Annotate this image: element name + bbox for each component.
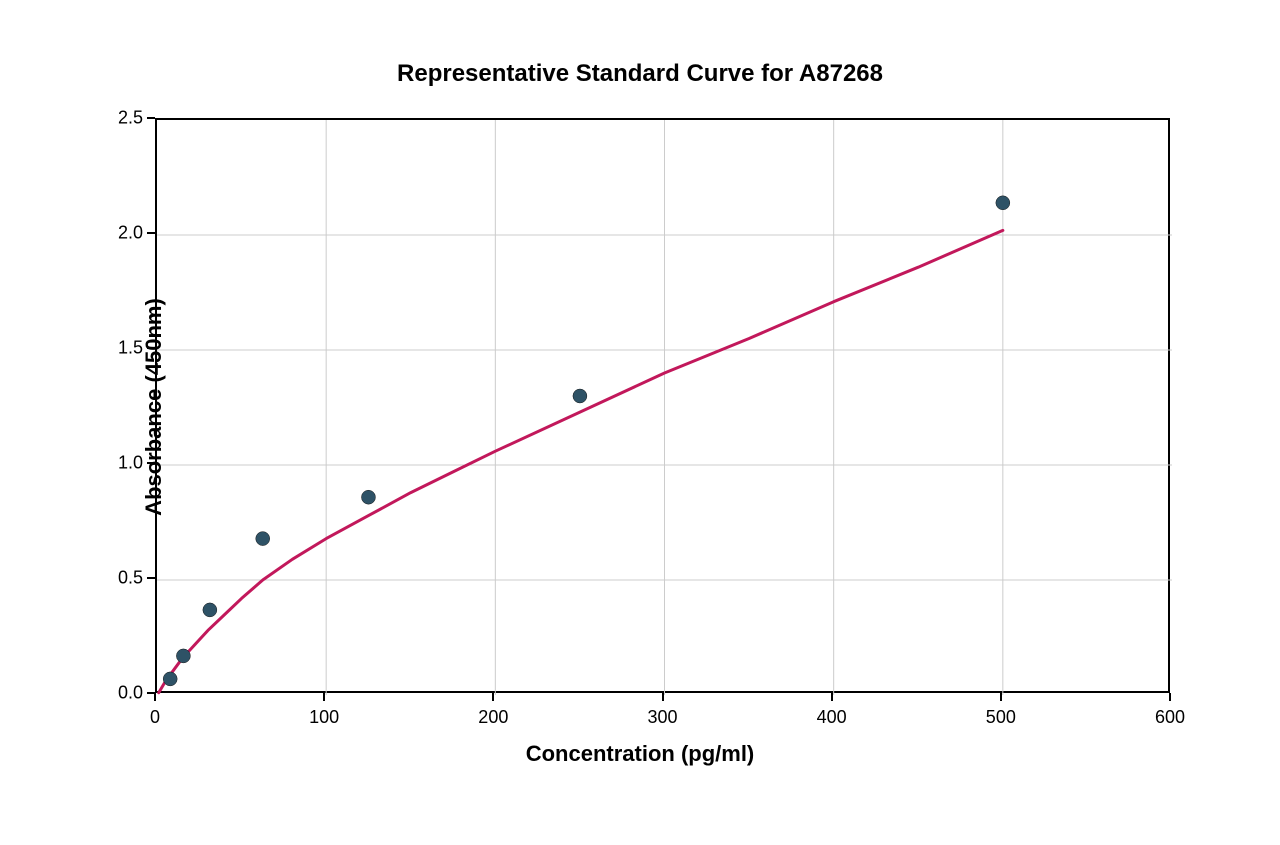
x-tick-label: 400 (817, 707, 847, 728)
y-axis-label: Absorbance (450nm) (141, 298, 167, 516)
x-tick (492, 693, 494, 701)
y-tick-label: 1.5 (107, 338, 143, 359)
y-tick (147, 232, 155, 234)
y-tick-label: 0.5 (107, 568, 143, 589)
data-point (176, 649, 190, 663)
x-tick (1169, 693, 1171, 701)
x-axis-label: Concentration (pg/ml) (0, 741, 1280, 767)
curve-svg (157, 120, 1168, 691)
x-tick-label: 300 (647, 707, 677, 728)
y-tick (147, 577, 155, 579)
x-tick (1000, 693, 1002, 701)
fitted-curve (159, 230, 1003, 692)
x-tick (323, 693, 325, 701)
y-tick-label: 2.0 (107, 223, 143, 244)
x-tick (831, 693, 833, 701)
y-tick-label: 0.0 (107, 683, 143, 704)
data-point (203, 603, 217, 617)
y-tick (147, 117, 155, 119)
y-tick (147, 692, 155, 694)
x-tick-label: 100 (309, 707, 339, 728)
x-tick (154, 693, 156, 701)
data-point (256, 532, 270, 546)
chart-title: Representative Standard Curve for A87268 (0, 60, 1280, 88)
data-point (163, 672, 177, 686)
data-point (573, 389, 587, 403)
plot-area (155, 118, 1170, 693)
y-tick-label: 2.5 (107, 108, 143, 129)
x-tick-label: 0 (150, 707, 160, 728)
x-tick (662, 693, 664, 701)
x-tick-label: 500 (986, 707, 1016, 728)
y-tick-label: 1.0 (107, 453, 143, 474)
chart-container: Representative Standard Curve for A87268… (0, 0, 1280, 845)
x-tick-label: 200 (478, 707, 508, 728)
x-tick-label: 600 (1155, 707, 1185, 728)
data-point (996, 196, 1010, 210)
data-point (361, 490, 375, 504)
